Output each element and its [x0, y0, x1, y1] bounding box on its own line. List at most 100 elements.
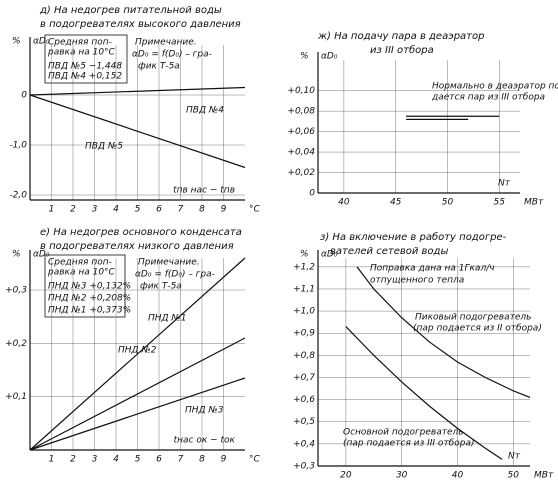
x-tick-label: 8: [199, 205, 205, 215]
x-unit: °C: [249, 205, 261, 215]
x-unit: МВт: [534, 471, 554, 481]
x-tick-label: 2: [70, 455, 76, 465]
y-tick-label: +0,02: [287, 168, 315, 178]
series-label: ПВД №4: [186, 106, 224, 116]
y-tick-label: +1,2: [293, 262, 315, 272]
note: Примечание.: [135, 38, 197, 48]
x-tick-label: 6: [156, 205, 162, 215]
data-line: [345, 326, 503, 460]
x-axis-label: Nт: [498, 179, 511, 189]
series-label: ПНД №1: [148, 314, 187, 324]
x-tick-label: 30: [396, 471, 408, 481]
x-tick-label: 5: [135, 205, 141, 215]
y-unit: %: [300, 250, 309, 260]
x-tick-label: 1: [49, 205, 55, 215]
y-tick-label: +1,0: [293, 307, 315, 317]
data-line: [356, 266, 531, 398]
x-tick-label: 40: [338, 198, 350, 208]
y-tick-label: +0,5: [293, 417, 315, 427]
y-unit: %: [12, 37, 21, 47]
x-tick-label: 5: [135, 455, 141, 465]
note: дается пар из III отбора: [431, 93, 545, 103]
y-tick-label: 0: [309, 189, 315, 199]
y-tick-label: -2,0: [9, 191, 27, 201]
y-tick-label: +0,06: [287, 127, 315, 137]
note: ПВД №4 +0,152: [48, 72, 122, 82]
y-axis-label: αD₀: [321, 250, 338, 260]
y-tick-label: +0,04: [287, 148, 315, 158]
note: фик Т-5а: [140, 282, 182, 292]
y-tick-label: +0,6: [293, 395, 315, 405]
y-unit: %: [12, 250, 21, 260]
chart-title: д) На недогрев питательной воды: [39, 5, 222, 16]
x-unit: МВт: [524, 198, 544, 208]
x-tick-label: 1: [49, 455, 55, 465]
series-label: ПНД №2: [118, 346, 157, 356]
note: Примечание.: [138, 258, 200, 268]
x-tick-label: 2: [70, 205, 76, 215]
data-line: [29, 257, 246, 451]
chart-title: в подогревателях низкого давления: [40, 241, 234, 252]
x-axis-label: tпв нас − tпв: [173, 186, 235, 196]
note: ПНД №2 +0,208%: [48, 294, 131, 304]
y-tick-label: +0,8: [293, 351, 315, 361]
y-tick-label: +0,08: [287, 107, 315, 117]
x-tick-label: 9: [221, 205, 227, 215]
x-axis-label: tнас ок − tок: [174, 436, 236, 446]
chart-title: е) На недогрев основного конденсата: [40, 227, 242, 238]
y-tick-label: +0,7: [293, 373, 315, 383]
x-tick-label: 50: [508, 471, 520, 481]
x-tick-label: 8: [199, 455, 205, 465]
chart-title: ж) На подачу пара в деаэратор: [317, 31, 484, 42]
chart-title: з) На включение в работу подогре-: [320, 231, 507, 243]
series-label: ПВД №5: [85, 142, 123, 152]
note: равка на 10°С: [47, 268, 116, 278]
x-tick-label: 4: [113, 455, 119, 465]
x-tick-label: 4: [113, 205, 119, 215]
y-axis-label: αD₀: [33, 250, 50, 260]
x-tick-label: 40: [452, 471, 464, 481]
chart-title: из III отбора: [370, 44, 434, 56]
note: Поправка дана на 1Гкал/ч: [370, 264, 495, 274]
note: (пар подается из III отбора): [343, 439, 474, 449]
data-line: [29, 377, 246, 451]
y-tick-label: +0,9: [293, 329, 315, 339]
note: фик Т-5а: [138, 62, 180, 72]
x-tick-label: 6: [156, 455, 162, 465]
y-unit: %: [300, 52, 309, 62]
x-tick-label: 20: [340, 471, 352, 481]
x-unit: °C: [249, 455, 261, 465]
y-tick-label: +0,2: [5, 339, 27, 349]
y-tick-label: +0,3: [5, 286, 27, 296]
note: Нормально в деаэратор по-: [432, 82, 558, 92]
note: Средняя поп-: [48, 38, 112, 48]
y-tick-label: +0,4: [293, 439, 315, 449]
note: отпущенного тепла: [370, 276, 464, 286]
series-label: Пиковый подогреватель: [415, 313, 531, 323]
note: ПНД №1 +0,373%: [48, 306, 131, 316]
x-tick-label: 50: [442, 198, 454, 208]
x-tick-label: 45: [390, 198, 402, 208]
note: ПВД №5 −1,448: [48, 62, 122, 72]
note: (пар подается из II отбора): [413, 324, 542, 334]
y-tick-label: +0,10: [287, 86, 315, 96]
note: равка на 10°С: [47, 48, 116, 58]
series-label: Основной подогреватель: [343, 428, 464, 438]
x-tick-label: 7: [178, 205, 184, 215]
y-axis-label: αD₀: [321, 52, 338, 62]
note-box: [44, 254, 126, 318]
x-tick-label: 9: [221, 455, 227, 465]
data-line: [29, 94, 246, 169]
chart-title: вателей сетевой воды: [330, 246, 448, 257]
series-label: ПНД №3: [185, 406, 224, 416]
x-tick-label: 3: [92, 205, 98, 215]
y-tick-label: +0,1: [5, 392, 27, 402]
x-tick-label: 3: [92, 455, 98, 465]
note: αD₀ = f(D₀) – гра-: [132, 50, 212, 60]
note: ПНД №3 +0,132%: [48, 282, 131, 292]
y-tick-label: +0,3: [293, 462, 315, 472]
y-tick-label: -1,0: [9, 141, 27, 151]
note: αD₀ = f(D₀) – гра-: [135, 270, 215, 280]
x-axis-label: Nт: [508, 452, 521, 462]
